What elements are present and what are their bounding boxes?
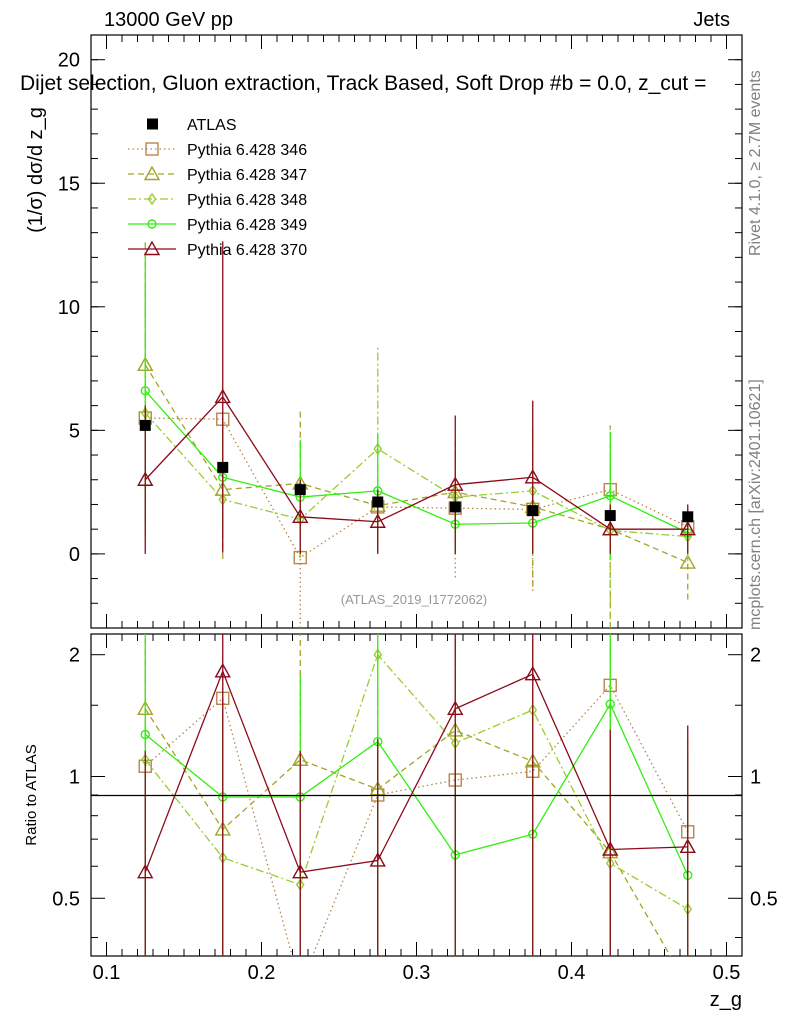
ratio-point [605,699,615,709]
legend-label: ATLAS [187,117,237,134]
legend-label: Pythia 6.428 370 [187,242,307,259]
legend-entry: Pythia 6.428 346 [128,142,307,159]
legend-label: Pythia 6.428 348 [187,192,307,209]
atlas-data-point [372,496,384,508]
legend-marker [145,142,159,156]
atlas-data-layer [139,419,694,523]
series-line [145,417,689,559]
chart-title: Dijet selection, Gluon extraction, Track… [20,72,706,95]
data-point [679,520,696,536]
ratio-line [144,669,688,873]
y-axis-label: (1/σ) dσ/d z_g [25,107,47,233]
legend-marker [143,240,161,256]
data-point [605,491,615,501]
data-point [137,471,154,486]
legend-entry: ATLAS [147,117,237,134]
ratio-point [292,863,309,879]
mcplots-label: mcplots.cern.ch [arXiv:2401.10621] [747,379,764,630]
analysis-watermark: (ATLAS_2019_I1772062) [341,592,487,607]
ratio-line [144,708,672,956]
ratio-line [144,684,689,956]
atlas-data-point [449,501,461,513]
data-point [679,554,696,569]
axis-tick-labels: 0.1 0.2 0.3 0.4 0.5 0 5 10 15 20 0.5 0.5 1 1 2 2 [52,50,778,984]
ratio-tick-label-right: 1 [750,766,761,788]
legend-marker [147,192,157,206]
x-tick-label: 0.5 [713,962,741,984]
atlas-data-point [217,461,229,473]
legend-label: Pythia 6.428 346 [187,142,307,159]
data-point [602,520,619,536]
x-tick-label: 0.4 [558,962,586,984]
ratio-axis-label: Ratio to ATLAS [23,744,40,845]
ratio-line [144,702,689,876]
ratio-tick-label-left: 0.5 [52,888,80,910]
data-point [369,513,386,528]
series-line [144,390,689,534]
data-point [292,508,309,524]
ratio-line [144,653,689,910]
y-tick-label: 20 [58,50,80,72]
series-line [144,412,688,538]
legend-label: Pythia 6.428 347 [187,167,307,184]
ratio-point [602,841,619,856]
legend-marker [147,219,157,229]
series-line [144,395,688,530]
atlas-data-point [604,510,616,522]
legend-entry: Pythia 6.428 348 [128,192,307,209]
ratio-tick-label-right: 2 [750,645,761,667]
y-tick-label: 10 [58,297,80,319]
header-right: Jets [693,9,730,31]
ratio-point [524,665,541,681]
ratio-tick-label-left: 1 [69,766,80,788]
legend-entry: Pythia 6.428 370 [128,240,307,259]
series-line [144,364,689,564]
atlas-data-point [294,484,306,496]
y-tick-label: 5 [69,420,80,442]
x-axis-label: z_g [710,989,742,1011]
legend: ATLAS Pythia 6.428 346 Pythia 6.428 347 Pyt… [128,117,307,259]
ratio-point [140,729,150,740]
ratio-point [369,852,386,867]
ratio-point [214,662,231,678]
ratio-tick-label-right: 0.5 [750,888,778,910]
data-point [214,388,231,404]
legend-data-marker [147,118,158,130]
atlas-data-point [139,419,151,431]
data-point [140,386,150,396]
legend-entry: Pythia 6.428 349 [128,217,307,234]
legend-marker [143,165,161,181]
legend-label: Pythia 6.428 349 [187,217,307,234]
ratio-tick-label-left: 2 [69,645,80,667]
ratio-point [137,863,154,879]
header-left: 13000 GeV pp [104,9,233,31]
data-point [524,468,541,484]
x-tick-label: 0.1 [93,962,121,984]
x-tick-label: 0.2 [248,962,276,984]
legend-entry: Pythia 6.428 347 [128,165,307,184]
ratio-point [679,838,696,854]
data-point [447,476,464,491]
atlas-data-point [682,511,694,523]
y-tick-label: 0 [69,544,80,566]
y-tick-label: 15 [58,173,80,195]
atlas-data-point [527,505,539,517]
axis-ticks [90,34,743,956]
x-tick-label: 0.3 [403,962,431,984]
ratio-point [447,700,464,715]
rivet-label: Rivet 4.1.0, ≥ 2.7M events [747,70,764,256]
